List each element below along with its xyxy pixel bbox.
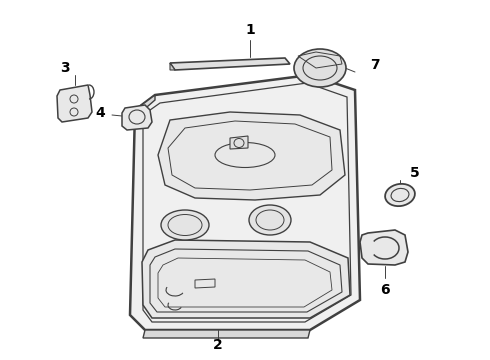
Polygon shape [122, 105, 152, 130]
Text: 2: 2 [213, 338, 223, 352]
Polygon shape [143, 330, 310, 338]
Text: 7: 7 [370, 58, 380, 72]
Polygon shape [135, 95, 155, 113]
Ellipse shape [161, 210, 209, 240]
Polygon shape [230, 136, 248, 149]
Ellipse shape [294, 49, 346, 87]
Polygon shape [57, 85, 92, 122]
Ellipse shape [385, 184, 415, 206]
Polygon shape [170, 58, 290, 70]
Polygon shape [142, 240, 350, 318]
Text: 4: 4 [95, 106, 105, 120]
Text: 3: 3 [60, 61, 70, 75]
Text: 5: 5 [410, 166, 420, 180]
Text: 6: 6 [380, 283, 390, 297]
Text: 1: 1 [245, 23, 255, 37]
Polygon shape [170, 63, 175, 70]
Polygon shape [360, 230, 408, 265]
Polygon shape [130, 75, 360, 330]
Polygon shape [158, 112, 345, 200]
Ellipse shape [249, 205, 291, 235]
